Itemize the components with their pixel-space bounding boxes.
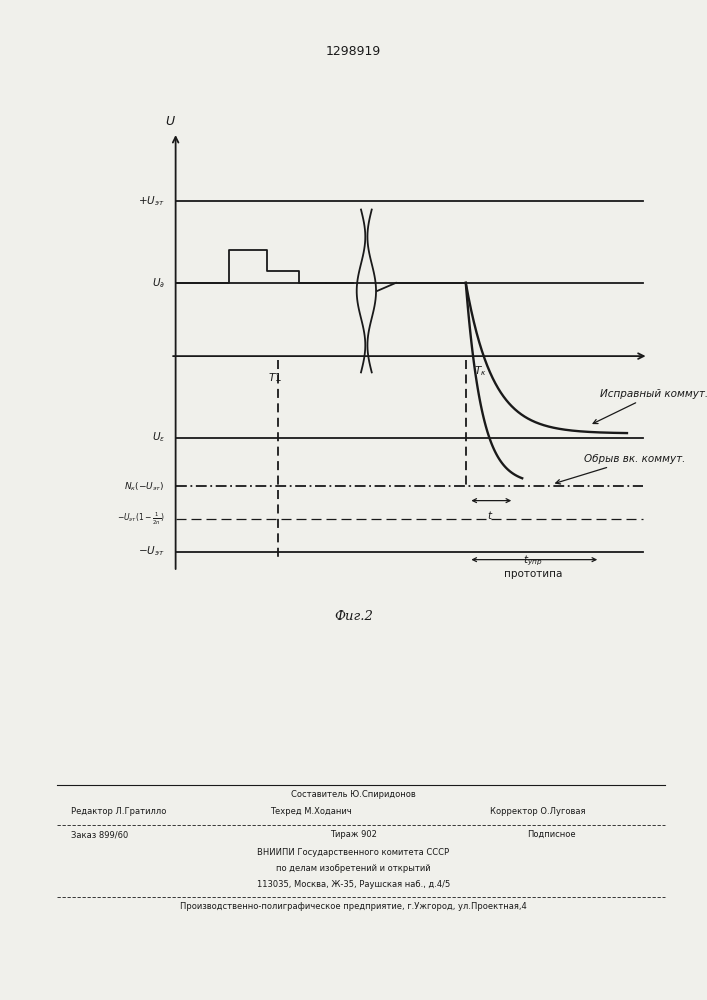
Text: $-U_{эт}$: $-U_{эт}$	[138, 545, 165, 558]
Text: $N_{\kappa}(-U_{эт})$: $N_{\kappa}(-U_{эт})$	[124, 480, 165, 493]
Text: Обрыв вк. коммут.: Обрыв вк. коммут.	[556, 454, 685, 484]
Text: Тираж 902: Тираж 902	[330, 830, 377, 839]
Text: Подписное: Подписное	[527, 830, 575, 839]
Text: прототипа: прототипа	[504, 569, 562, 579]
Text: 1298919: 1298919	[326, 45, 381, 58]
Text: $t$: $t$	[486, 509, 493, 521]
Text: Составитель Ю.Спиридонов: Составитель Ю.Спиридонов	[291, 790, 416, 799]
Text: $T1$: $T1$	[268, 371, 282, 383]
Text: Редактор Л.Гратилло: Редактор Л.Гратилло	[71, 807, 166, 816]
Text: Заказ 899/60: Заказ 899/60	[71, 830, 128, 839]
Text: $U_{\varepsilon}$: $U_{\varepsilon}$	[151, 431, 165, 444]
Text: Производственно-полиграфическое предприятие, г.Ужгород, ул.Проектная,4: Производственно-полиграфическое предприя…	[180, 902, 527, 911]
Text: $-U_{эт}(1-\frac{1}{2n})$: $-U_{эт}(1-\frac{1}{2n})$	[117, 511, 165, 527]
Text: $t_{упр}$: $t_{упр}$	[523, 554, 543, 568]
Text: $T_{\kappa}$: $T_{\kappa}$	[474, 364, 486, 378]
Text: 113035, Москва, Ж-35, Раушская наб., д.4/5: 113035, Москва, Ж-35, Раушская наб., д.4…	[257, 880, 450, 889]
Text: $U$: $U$	[165, 115, 176, 128]
Text: по делам изобретений и открытий: по делам изобретений и открытий	[276, 864, 431, 873]
Text: Техред М.Ходанич: Техред М.Ходанич	[270, 807, 352, 816]
Text: $U_{\partial}$: $U_{\partial}$	[152, 276, 165, 290]
Text: Корректор О.Луговая: Корректор О.Луговая	[489, 807, 585, 816]
Text: ВНИИПИ Государственного комитета СССР: ВНИИПИ Государственного комитета СССР	[257, 848, 450, 857]
Text: Исправный коммут.: Исправный коммут.	[593, 389, 707, 424]
Text: $+U_{эт}$: $+U_{эт}$	[138, 195, 165, 208]
Text: Фиг.2: Фиг.2	[334, 610, 373, 623]
